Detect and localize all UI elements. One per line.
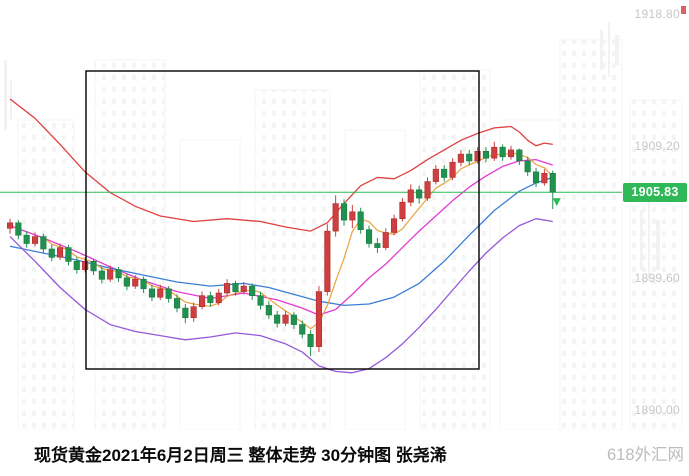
y-axis-label: 1890.00 <box>634 402 680 417</box>
y-axis-label: 1899.60 <box>634 270 680 285</box>
candlestick-chart <box>0 70 622 374</box>
y-axis-label: 1918.80 <box>634 6 680 21</box>
chart-title: 现货黄金2021年6月2日周三 整体走势 30分钟图 张尧浠 <box>34 445 447 465</box>
title-bar: 现货黄金2021年6月2日周三 整体走势 30分钟图 张尧浠 618外汇网 <box>0 430 689 476</box>
current-price-badge: 1905.83 <box>623 182 687 202</box>
corner-marker-icon <box>681 6 686 14</box>
y-axis-label: 1909.20 <box>634 138 680 153</box>
site-watermark: 618外汇网 <box>606 446 684 464</box>
chart-area: 1918.80 1909.20 1899.60 1890.00 1905.83 <box>0 6 687 430</box>
